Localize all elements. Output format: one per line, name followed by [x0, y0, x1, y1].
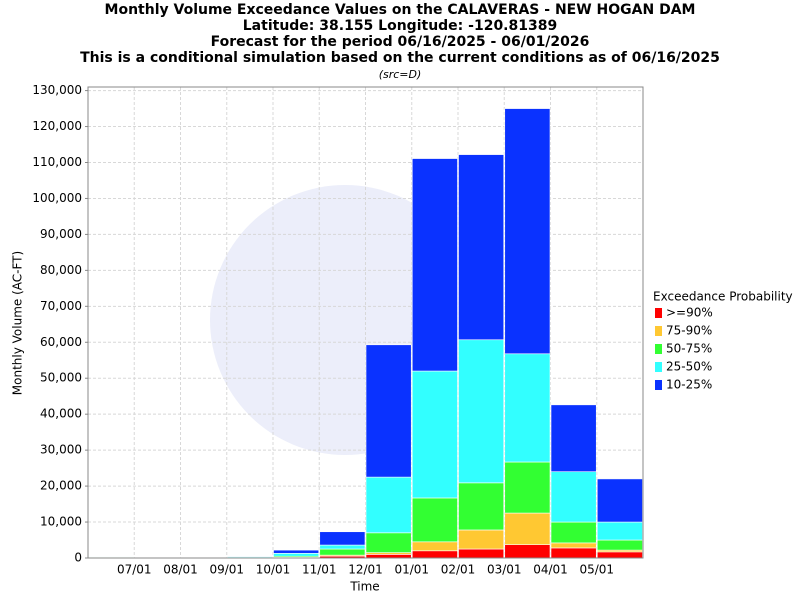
- bar-segment: [411, 158, 458, 372]
- y-tick-label: 10,000: [40, 515, 82, 529]
- x-tick-label: 01/01: [394, 563, 429, 577]
- legend-swatch: [655, 362, 662, 372]
- y-tick-label: 120,000: [32, 119, 82, 133]
- legend-swatch: [655, 326, 662, 336]
- bar-segment: [273, 549, 320, 554]
- x-tick-label: 02/01: [441, 563, 476, 577]
- bar-segment: [550, 521, 597, 544]
- chart-subtitle: This is a conditional simulation based o…: [80, 50, 720, 66]
- y-tick-label: 80,000: [40, 263, 82, 277]
- x-tick-label: 08/01: [163, 563, 198, 577]
- bar-segment: [458, 482, 505, 531]
- y-tick-label: 20,000: [40, 479, 82, 493]
- y-tick-label: 60,000: [40, 335, 82, 349]
- y-tick-label: 90,000: [40, 227, 82, 241]
- bar-segment: [273, 553, 320, 557]
- bar-segment: [319, 544, 366, 550]
- bar-segment: [504, 108, 551, 355]
- bar-segment: [411, 370, 458, 499]
- bar-segment: [411, 550, 458, 559]
- bar-segment: [504, 353, 551, 463]
- chart-title: Monthly Volume Exceedance Values on the …: [105, 2, 696, 18]
- bar-segment: [550, 471, 597, 523]
- y-axis-label: Monthly Volume (AC-FT): [11, 251, 25, 395]
- bar-segment: [458, 529, 505, 550]
- x-tick-label: 03/01: [487, 563, 522, 577]
- bar-segment: [596, 539, 643, 551]
- y-tick-label: 70,000: [40, 299, 82, 313]
- x-tick-label: 12/01: [348, 563, 383, 577]
- chart-subtitle: Forecast for the period 06/16/2025 - 06/…: [211, 34, 590, 50]
- bar-segment: [550, 542, 597, 549]
- bar-segment: [596, 551, 643, 559]
- bar-segment: [504, 512, 551, 545]
- bar-segment: [365, 554, 412, 559]
- bar-segment: [411, 541, 458, 552]
- bar-segment: [504, 544, 551, 559]
- plot-frame: [87, 86, 644, 559]
- legend-label: 50-75%: [666, 342, 712, 356]
- x-tick-label: 05/01: [579, 563, 614, 577]
- x-tick-label: 11/01: [302, 563, 337, 577]
- bar-segment: [365, 476, 412, 534]
- bar-segment: [411, 497, 458, 543]
- bar-segment: [319, 531, 366, 546]
- y-tick-label: 130,000: [32, 83, 82, 97]
- legend-label: 75-90%: [666, 324, 712, 338]
- legend-label: >=90%: [666, 306, 713, 320]
- bar-segment: [550, 547, 597, 559]
- bar-segment: [458, 154, 505, 341]
- bar-segment: [596, 521, 643, 541]
- y-tick-label: 0: [74, 551, 82, 565]
- bar-segment: [365, 344, 412, 478]
- y-tick-label: 100,000: [32, 191, 82, 205]
- legend-title: Exceedance Probability: [653, 290, 793, 304]
- y-tick-label: 30,000: [40, 443, 82, 457]
- x-tick-label: 07/01: [117, 563, 152, 577]
- legend-swatch: [655, 380, 662, 390]
- legend-swatch: [655, 308, 662, 318]
- chart-subtitle: Latitude: 38.155 Longitude: -120.81389: [243, 18, 557, 34]
- x-tick-label: 04/01: [533, 563, 568, 577]
- x-axis-label: Time: [349, 580, 379, 594]
- bar-segment: [458, 548, 505, 559]
- y-tick-label: 110,000: [32, 155, 82, 169]
- legend-swatch: [655, 344, 662, 354]
- bar-segment: [458, 339, 505, 484]
- x-tick-label: 10/01: [256, 563, 291, 577]
- bar-segment: [550, 404, 597, 473]
- bar-segment: [319, 548, 366, 556]
- x-tick-label: 09/01: [209, 563, 244, 577]
- bar-segment: [365, 532, 412, 553]
- bar-segment: [596, 478, 643, 523]
- legend-label: 10-25%: [666, 378, 712, 392]
- bar-segment: [504, 461, 551, 514]
- source-note: (src=D): [379, 68, 422, 81]
- y-tick-label: 40,000: [40, 407, 82, 421]
- y-tick-label: 50,000: [40, 371, 82, 385]
- legend-label: 25-50%: [666, 360, 712, 374]
